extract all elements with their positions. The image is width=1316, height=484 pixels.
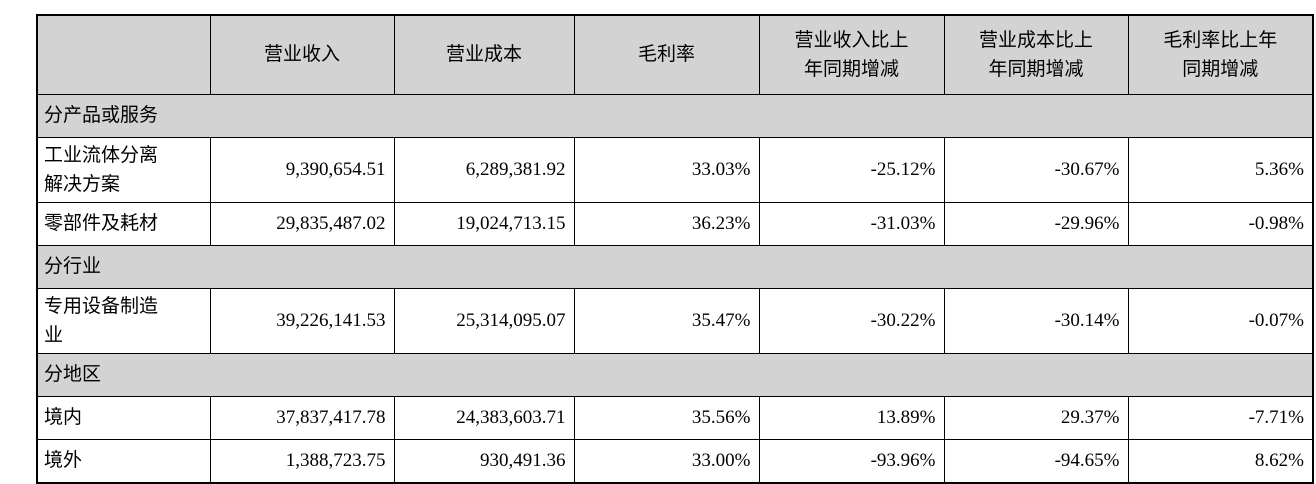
section-title: 分产品或服务: [36, 94, 1314, 138]
cell-cost-yoy: -94.65%: [943, 439, 1129, 484]
cell-gross-margin-yoy: -0.07%: [1127, 288, 1314, 354]
cell-cost: 6,289,381.92: [393, 137, 575, 203]
table-row: 境外 1,388,723.75 930,491.36 33.00% -93.96…: [36, 439, 1314, 484]
cell-revenue: 9,390,654.51: [209, 137, 395, 203]
col-header-gross-margin: 毛利率: [573, 14, 760, 95]
cell-cost: 930,491.36: [393, 439, 575, 484]
row-label: 专用设备制造 业: [36, 288, 211, 354]
col-header-revenue-yoy: 营业收入比上 年同期增减: [758, 14, 945, 95]
cell-revenue: 1,388,723.75: [209, 439, 395, 484]
cell-revenue-yoy: -31.03%: [758, 202, 945, 246]
col-header-cost: 营业成本: [393, 14, 575, 95]
header-row: 营业收入 营业成本 毛利率 营业收入比上 年同期增减 营业成本比上 年同期增减 …: [36, 14, 1314, 95]
col-header-gross-margin-yoy: 毛利率比上年 同期增减: [1127, 14, 1314, 95]
cell-revenue: 29,835,487.02: [209, 202, 395, 246]
section-title: 分行业: [36, 245, 1314, 289]
cell-gross-margin-yoy: 5.36%: [1127, 137, 1314, 203]
cell-gross-margin: 33.00%: [573, 439, 760, 484]
row-label: 工业流体分离 解决方案: [36, 137, 211, 203]
cell-revenue-yoy: -93.96%: [758, 439, 945, 484]
cell-cost-yoy: -30.67%: [943, 137, 1129, 203]
cell-gross-margin: 35.47%: [573, 288, 760, 354]
cell-cost-yoy: 29.37%: [943, 396, 1129, 440]
section-row-by-product: 分产品或服务: [36, 94, 1314, 138]
cell-gross-margin-yoy: -0.98%: [1127, 202, 1314, 246]
section-title: 分地区: [36, 353, 1314, 397]
cell-gross-margin: 36.23%: [573, 202, 760, 246]
cell-revenue-yoy: 13.89%: [758, 396, 945, 440]
row-label: 零部件及耗材: [36, 202, 211, 246]
table-row: 零部件及耗材 29,835,487.02 19,024,713.15 36.23…: [36, 202, 1314, 246]
cell-gross-margin-yoy: 8.62%: [1127, 439, 1314, 484]
table-row: 工业流体分离 解决方案 9,390,654.51 6,289,381.92 33…: [36, 137, 1314, 203]
cell-gross-margin-yoy: -7.71%: [1127, 396, 1314, 440]
section-row-by-industry: 分行业: [36, 245, 1314, 289]
cell-revenue-yoy: -30.22%: [758, 288, 945, 354]
cell-cost-yoy: -29.96%: [943, 202, 1129, 246]
cell-cost: 25,314,095.07: [393, 288, 575, 354]
financial-breakdown-table: 营业收入 营业成本 毛利率 营业收入比上 年同期增减 营业成本比上 年同期增减 …: [36, 14, 1314, 484]
row-label: 境内: [36, 396, 211, 440]
col-header-revenue: 营业收入: [209, 14, 395, 95]
table-row: 专用设备制造 业 39,226,141.53 25,314,095.07 35.…: [36, 288, 1314, 354]
table-row: 境内 37,837,417.78 24,383,603.71 35.56% 13…: [36, 396, 1314, 440]
cell-revenue: 37,837,417.78: [209, 396, 395, 440]
col-header-cost-yoy: 营业成本比上 年同期增减: [943, 14, 1129, 95]
cell-cost: 24,383,603.71: [393, 396, 575, 440]
cell-revenue-yoy: -25.12%: [758, 137, 945, 203]
cell-cost-yoy: -30.14%: [943, 288, 1129, 354]
section-row-by-region: 分地区: [36, 353, 1314, 397]
cell-gross-margin: 35.56%: [573, 396, 760, 440]
cell-cost: 19,024,713.15: [393, 202, 575, 246]
row-label: 境外: [36, 439, 211, 484]
corner-cell: [36, 14, 211, 95]
cell-revenue: 39,226,141.53: [209, 288, 395, 354]
cell-gross-margin: 33.03%: [573, 137, 760, 203]
